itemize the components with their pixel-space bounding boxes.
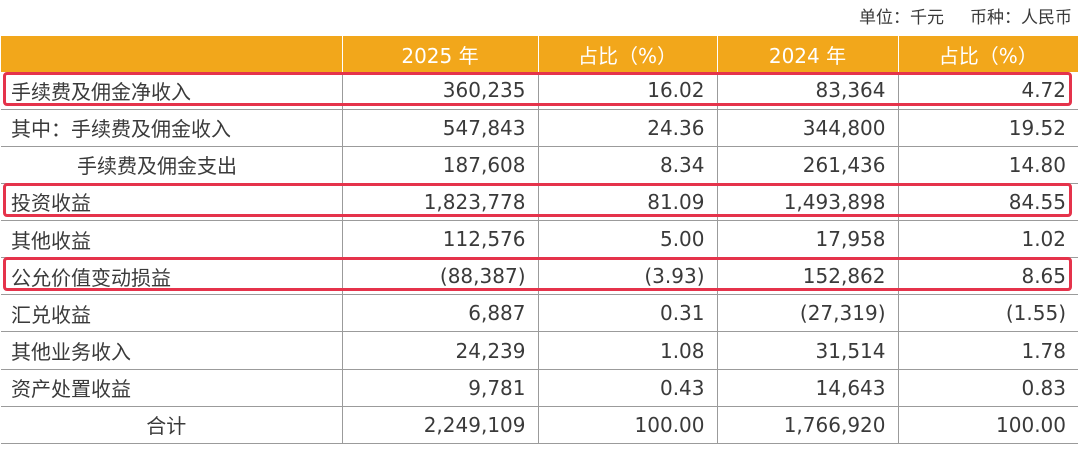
income-structure-table: 2025 年 占比（%） 2024 年 占比（%） 手续费及佣金净收入 360,…: [1, 36, 1078, 445]
value-2025: 112,576: [342, 220, 539, 259]
value-2025: (88,387): [342, 257, 539, 296]
value-2024: 261,436: [717, 146, 899, 184]
share-2024: 14.80: [898, 146, 1078, 184]
header-share-2024: 占比（%）: [898, 36, 1078, 72]
table-row: 手续费及佣金支出 187,608 8.34 261,436 14.80: [1, 146, 1078, 184]
table-row: 投资收益 1,823,778 81.09 1,493,898 84.55: [1, 183, 1078, 222]
share-2024: 1.02: [898, 220, 1078, 259]
value-2025: 9,781: [342, 369, 539, 407]
row-label: 资产处置收益: [1, 369, 343, 407]
unit-line: 单位：千元 币种：人民币: [859, 0, 1072, 30]
row-label: 手续费及佣金支出: [1, 146, 343, 184]
value-2025: 6,887: [342, 294, 539, 333]
header-share-2025: 占比（%）: [538, 36, 718, 72]
row-label: 投资收益: [1, 183, 343, 222]
table-row: 公允价值变动损益 (88,387) (3.93) 152,862 8.65: [1, 257, 1078, 296]
table-row: 其他收益 112,576 5.00 17,958 1.02: [1, 220, 1078, 259]
value-2024: 83,364: [717, 72, 899, 110]
share-2024: 0.83: [898, 369, 1078, 407]
share-2024: (1.55): [898, 294, 1078, 333]
value-2024: 1,766,920: [717, 406, 899, 445]
value-2024: 17,958: [717, 220, 899, 259]
share-2025: 81.09: [538, 183, 718, 222]
share-2024: 84.55: [898, 183, 1078, 222]
table-header-row: 2025 年 占比（%） 2024 年 占比（%）: [1, 36, 1078, 72]
share-2025: 1.08: [538, 331, 718, 370]
value-2024: 14,643: [717, 369, 899, 407]
currency-label: 币种：人民币: [970, 7, 1072, 28]
row-label: 其他业务收入: [1, 331, 343, 370]
value-2025: 187,608: [342, 146, 539, 184]
row-label: 公允价值变动损益: [1, 257, 343, 296]
value-2024: 152,862: [717, 257, 899, 296]
row-label: 手续费及佣金净收入: [1, 72, 343, 110]
share-2025: 0.31: [538, 294, 718, 333]
value-2024: 344,800: [717, 109, 899, 147]
table-row: 资产处置收益 9,781 0.43 14,643 0.83: [1, 369, 1078, 407]
value-2025: 1,823,778: [342, 183, 539, 222]
share-2025: 100.00: [538, 406, 718, 445]
row-label: 其他收益: [1, 220, 343, 259]
table-row: 手续费及佣金净收入 360,235 16.02 83,364 4.72: [1, 72, 1078, 110]
share-2025: 24.36: [538, 109, 718, 147]
share-2024: 8.65: [898, 257, 1078, 296]
share-2024: 1.78: [898, 331, 1078, 370]
share-2025: 5.00: [538, 220, 718, 259]
row-label: 其中：手续费及佣金收入: [1, 109, 343, 147]
value-2025: 2,249,109: [342, 406, 539, 445]
table-row: 其他业务收入 24,239 1.08 31,514 1.78: [1, 331, 1078, 370]
value-2025: 547,843: [342, 109, 539, 147]
header-year-2024: 2024 年: [717, 36, 899, 72]
value-2024: 1,493,898: [717, 183, 899, 222]
share-2024: 4.72: [898, 72, 1078, 110]
value-2025: 360,235: [342, 72, 539, 110]
share-2024: 100.00: [898, 406, 1078, 445]
value-2025: 24,239: [342, 331, 539, 370]
row-label: 汇兑收益: [1, 294, 343, 333]
share-2025: 0.43: [538, 369, 718, 407]
value-2024: 31,514: [717, 331, 899, 370]
header-item: [1, 36, 343, 72]
table-total-row: 合计 2,249,109 100.00 1,766,920 100.00: [1, 406, 1078, 445]
currency-unit-label: 单位：千元: [859, 7, 944, 28]
value-2024: (27,319): [717, 294, 899, 333]
share-2025: 16.02: [538, 72, 718, 110]
table-row: 汇兑收益 6,887 0.31 (27,319) (1.55): [1, 294, 1078, 333]
total-label: 合计: [1, 406, 343, 445]
header-year-2025: 2025 年: [342, 36, 539, 72]
share-2025: 8.34: [538, 146, 718, 184]
table-row: 其中：手续费及佣金收入 547,843 24.36 344,800 19.52: [1, 109, 1078, 147]
share-2025: (3.93): [538, 257, 718, 296]
share-2024: 19.52: [898, 109, 1078, 147]
